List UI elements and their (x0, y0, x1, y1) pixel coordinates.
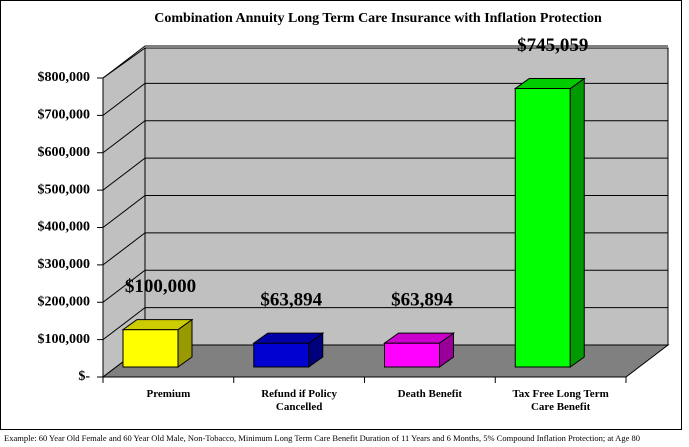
footnote: Example: 60 Year Old Female and 60 Year … (4, 433, 640, 443)
y-tick-label: $300,000 (38, 257, 91, 272)
y-tick-label: $600,000 (38, 145, 91, 160)
grid-line (102, 307, 668, 341)
value-label: $745,059 (517, 35, 588, 56)
bar-front (384, 342, 440, 368)
y-tick-label: $500,000 (38, 182, 91, 197)
bar-side (569, 77, 585, 368)
bar-front (514, 88, 571, 368)
chart-title: Combination Annuity Long Term Care Insur… (154, 11, 602, 26)
bar-front (122, 329, 179, 368)
grid-line (102, 232, 668, 266)
x-tick-label: Tax Free Long Term Care Benefit (512, 388, 609, 413)
x-tick-label: Refund if Policy Cancelled (261, 388, 338, 413)
y-tick-label: $- (78, 369, 90, 384)
bar-top (252, 332, 325, 344)
value-label: $63,894 (260, 289, 322, 310)
x-tick-label: Death Benefit (397, 388, 463, 400)
value-label: $63,894 (391, 289, 453, 310)
x-tick-label: Premium (146, 388, 191, 400)
grid-line (102, 82, 668, 116)
y-tick-label: $800,000 (38, 70, 91, 85)
bar-top (513, 78, 586, 90)
bar-top (382, 332, 456, 344)
grid-line (102, 45, 668, 79)
grid-line (102, 120, 668, 154)
grid-line (102, 195, 668, 228)
grid-line (102, 269, 668, 303)
y-tick-label: $400,000 (38, 220, 91, 235)
bar-front (253, 342, 310, 368)
y-tick-label: $700,000 (38, 108, 91, 123)
y-tick-label: $100,000 (38, 332, 91, 347)
bar-top (121, 319, 194, 331)
value-label: $100,000 (125, 276, 196, 297)
y-tick-label: $200,000 (38, 294, 91, 309)
grid-line (102, 157, 668, 191)
